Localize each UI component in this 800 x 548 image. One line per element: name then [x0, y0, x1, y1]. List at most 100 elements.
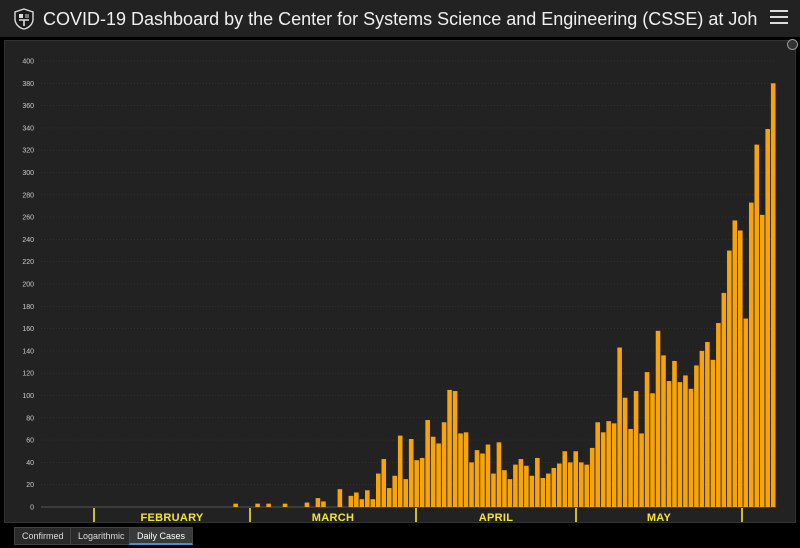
bar [507, 479, 513, 507]
bar [386, 488, 392, 507]
y-tick-label: 220 [22, 259, 34, 266]
y-tick-label: 20 [26, 482, 34, 489]
y-tick-label: 360 [22, 103, 34, 110]
bar [414, 460, 419, 507]
bar [469, 462, 474, 507]
app-header: COVID-19 Dashboard by the Center for Sys… [0, 0, 800, 38]
bar [628, 428, 633, 507]
bar [650, 393, 655, 507]
bar [485, 444, 491, 507]
bar [617, 347, 622, 507]
bar [452, 391, 458, 507]
y-tick-label: 380 [22, 81, 34, 88]
daily-cases-chart-panel: 0 20 40 60 80 100 120 140 160 180 200 220 240 260 280 3… [4, 40, 796, 524]
bar [705, 341, 710, 507]
tab-logarithmic[interactable]: Logarithmic [70, 527, 133, 545]
bar [480, 453, 485, 507]
hamburger-menu-icon[interactable] [770, 10, 788, 28]
y-tick-label: 260 [22, 215, 34, 222]
bar [315, 498, 321, 507]
bar [738, 230, 743, 508]
bar [447, 389, 452, 507]
bar [748, 202, 754, 508]
bar [535, 457, 540, 507]
bar [573, 451, 579, 507]
bar [644, 372, 650, 507]
tab-confirmed[interactable]: Confirmed [14, 527, 72, 545]
bar [759, 214, 765, 507]
bar [546, 473, 551, 507]
bar [595, 422, 600, 507]
y-tick-label: 0 [30, 505, 34, 512]
bar [540, 478, 546, 507]
bar [392, 475, 398, 507]
bar [491, 473, 496, 507]
daily-cases-bar-chart: 0 20 40 60 80 100 120 140 160 180 200 220 240 260 280 3… [22, 59, 776, 524]
bar [474, 450, 480, 507]
y-tick-label: 400 [22, 59, 34, 66]
bar [463, 432, 469, 507]
bar [578, 462, 584, 507]
bar [606, 421, 611, 507]
month-label: MARCH [312, 512, 354, 524]
month-label: FEBRUARY [140, 512, 203, 524]
bar [716, 323, 721, 507]
month-label: APRIL [479, 512, 514, 524]
bar [562, 451, 568, 507]
bar [458, 433, 463, 507]
y-tick-label: 160 [22, 326, 34, 333]
bar [655, 330, 661, 507]
bar [430, 436, 436, 507]
bar [397, 435, 403, 507]
bar [721, 292, 727, 507]
bar [496, 442, 502, 507]
bar [354, 492, 359, 507]
bar [425, 420, 430, 507]
bar [348, 495, 354, 507]
bar [502, 470, 507, 507]
bar [661, 355, 666, 507]
bar [567, 462, 573, 507]
y-tick-label: 240 [22, 237, 34, 244]
tab-daily-cases[interactable]: Daily Cases [129, 527, 194, 545]
bar [677, 382, 683, 507]
y-tick-label: 200 [22, 282, 34, 289]
y-tick-label: 320 [22, 148, 34, 155]
y-tick-label: 180 [22, 304, 34, 311]
bar [518, 459, 524, 507]
bar [732, 220, 738, 507]
y-tick-label: 60 [26, 438, 34, 445]
expand-panel-icon[interactable] [787, 39, 798, 50]
y-tick-label: 80 [26, 415, 34, 422]
bar [408, 438, 414, 507]
bar [337, 489, 343, 507]
bar [513, 464, 518, 507]
bar [633, 391, 639, 507]
y-tick-label: 280 [22, 192, 34, 199]
bar [551, 467, 557, 507]
y-tick-label: 100 [22, 393, 34, 400]
bar [743, 318, 749, 507]
bar [365, 490, 370, 507]
bar [321, 501, 326, 507]
bar [304, 502, 310, 507]
bar [529, 475, 535, 507]
bar [441, 422, 447, 507]
bar [611, 423, 617, 507]
bar [359, 499, 365, 507]
bar [600, 432, 606, 507]
bar [622, 397, 628, 507]
y-tick-label: 140 [22, 348, 34, 355]
bar [282, 503, 288, 507]
chart-tab-bar: Confirmed Logarithmic Daily Cases [0, 524, 800, 548]
bar [419, 457, 425, 507]
bar [266, 503, 271, 507]
bar [727, 250, 732, 508]
bar [765, 129, 771, 507]
y-tick-label: 340 [22, 125, 34, 132]
bar [666, 381, 672, 507]
bar [699, 350, 705, 507]
y-tick-label: 40 [26, 460, 34, 467]
bar [770, 83, 776, 508]
bar [381, 459, 387, 507]
